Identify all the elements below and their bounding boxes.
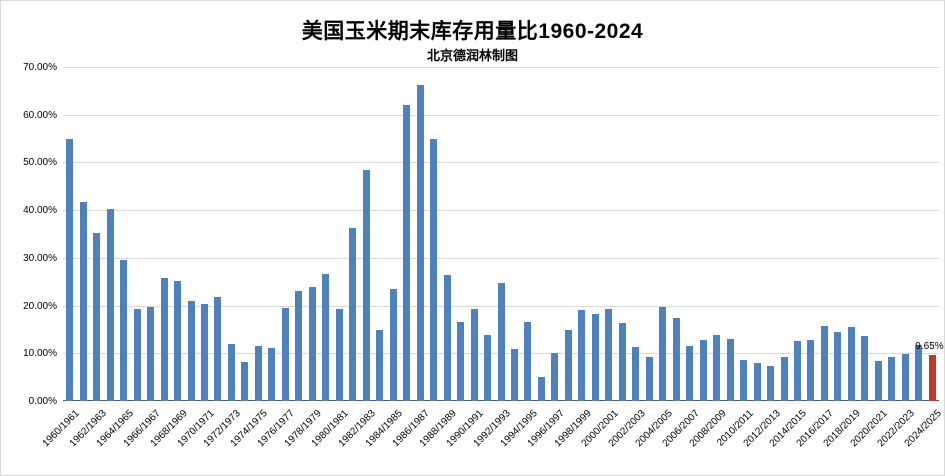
bar [147, 307, 155, 401]
bar [457, 322, 465, 401]
gridline [63, 210, 939, 212]
y-tick-label: 70.00% [23, 62, 57, 73]
bar [618, 323, 626, 401]
bar [214, 297, 222, 401]
bar [201, 303, 208, 401]
bar [281, 307, 289, 401]
y-tick-label: 0.00% [28, 396, 57, 407]
bar [349, 227, 357, 401]
bar [241, 361, 249, 401]
bar [335, 309, 343, 401]
bar [699, 339, 707, 401]
bar [578, 310, 586, 401]
gridline [63, 114, 939, 116]
bar [93, 233, 101, 401]
bar [915, 344, 923, 401]
bar [106, 209, 114, 401]
gridline [63, 67, 939, 68]
bar [672, 317, 680, 401]
bar [591, 314, 599, 401]
plot-area [63, 67, 939, 401]
bar [807, 340, 815, 401]
bar [484, 335, 492, 401]
bar [659, 307, 667, 401]
bar [740, 359, 748, 401]
bar [376, 330, 384, 401]
bar [295, 290, 303, 401]
bar [268, 347, 276, 401]
bar [874, 361, 882, 401]
y-tick-label: 40.00% [23, 205, 57, 217]
bar [767, 365, 775, 401]
bar [510, 348, 518, 401]
bar [753, 363, 761, 401]
bar [793, 340, 801, 401]
bar [403, 105, 411, 401]
bar [820, 326, 828, 401]
y-tick-label: 20.00% [23, 300, 57, 312]
bar [834, 331, 842, 401]
bar [160, 277, 168, 401]
bar [564, 330, 572, 401]
chart-title: 美国玉米期末库存用量比1960-2024 [301, 20, 644, 43]
bar-highlight [928, 354, 936, 401]
bar [187, 300, 195, 401]
bar [605, 309, 613, 401]
gridline [63, 257, 939, 259]
bar [308, 287, 316, 401]
bar [322, 274, 330, 401]
y-tick-label: 30.00% [23, 252, 57, 264]
bar [362, 169, 370, 401]
bar [79, 201, 87, 401]
bar [174, 281, 182, 401]
bar [497, 282, 505, 401]
bar [443, 274, 451, 401]
bar [430, 138, 438, 401]
bar [726, 338, 734, 401]
bar [227, 344, 235, 401]
bar [713, 334, 721, 401]
bar [645, 356, 653, 401]
bar [254, 345, 262, 401]
bar [780, 357, 788, 401]
bar [632, 347, 640, 401]
bar [524, 322, 532, 401]
bar [133, 309, 141, 401]
y-tick-label: 60.00% [23, 109, 57, 121]
bar [120, 259, 128, 401]
bar [861, 335, 869, 401]
bar [551, 353, 559, 401]
bar [470, 308, 478, 401]
bar [537, 377, 545, 401]
y-tick-label: 50.00% [23, 157, 57, 169]
y-tick-label: 10.00% [23, 348, 57, 360]
bar [888, 357, 896, 401]
bar [901, 353, 909, 401]
bar [686, 345, 694, 401]
chart-subtitle: 北京德润林制图 [426, 48, 518, 63]
bar [416, 85, 424, 401]
bar [66, 138, 74, 401]
bar-value-label: 9.65% [915, 340, 944, 352]
bar [847, 327, 855, 401]
gridline [63, 162, 939, 164]
bar [389, 288, 397, 401]
